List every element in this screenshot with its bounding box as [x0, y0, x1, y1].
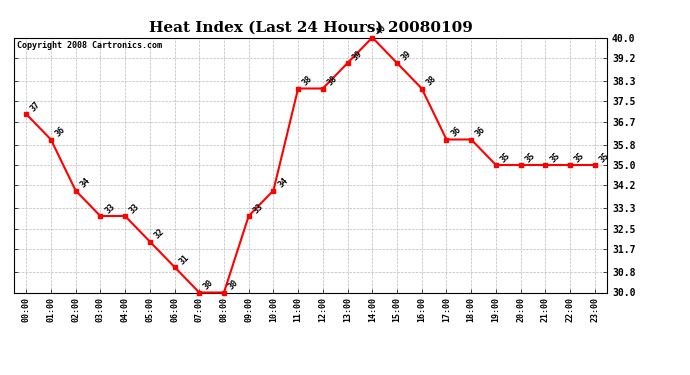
Text: 35: 35: [524, 151, 537, 164]
Text: 38: 38: [326, 74, 339, 88]
Text: 38: 38: [301, 74, 315, 88]
Text: 34: 34: [276, 176, 290, 190]
Text: 35: 35: [548, 151, 562, 164]
Text: 32: 32: [152, 227, 166, 241]
Text: 40: 40: [375, 23, 388, 37]
Text: 36: 36: [449, 125, 463, 139]
Text: Copyright 2008 Cartronics.com: Copyright 2008 Cartronics.com: [17, 41, 161, 50]
Text: 39: 39: [351, 49, 364, 62]
Text: 35: 35: [598, 151, 611, 164]
Text: 33: 33: [128, 202, 141, 215]
Text: 37: 37: [29, 100, 42, 113]
Text: 33: 33: [103, 202, 117, 215]
Text: 39: 39: [400, 49, 413, 62]
Text: 30: 30: [227, 278, 240, 292]
Text: 35: 35: [499, 151, 512, 164]
Text: 38: 38: [424, 74, 438, 88]
Title: Heat Index (Last 24 Hours) 20080109: Heat Index (Last 24 Hours) 20080109: [148, 21, 473, 35]
Text: 34: 34: [79, 176, 92, 190]
Text: 36: 36: [54, 125, 67, 139]
Text: 31: 31: [177, 253, 190, 266]
Text: 33: 33: [251, 202, 265, 215]
Text: 36: 36: [474, 125, 487, 139]
Text: 35: 35: [573, 151, 586, 164]
Text: 30: 30: [202, 278, 215, 292]
